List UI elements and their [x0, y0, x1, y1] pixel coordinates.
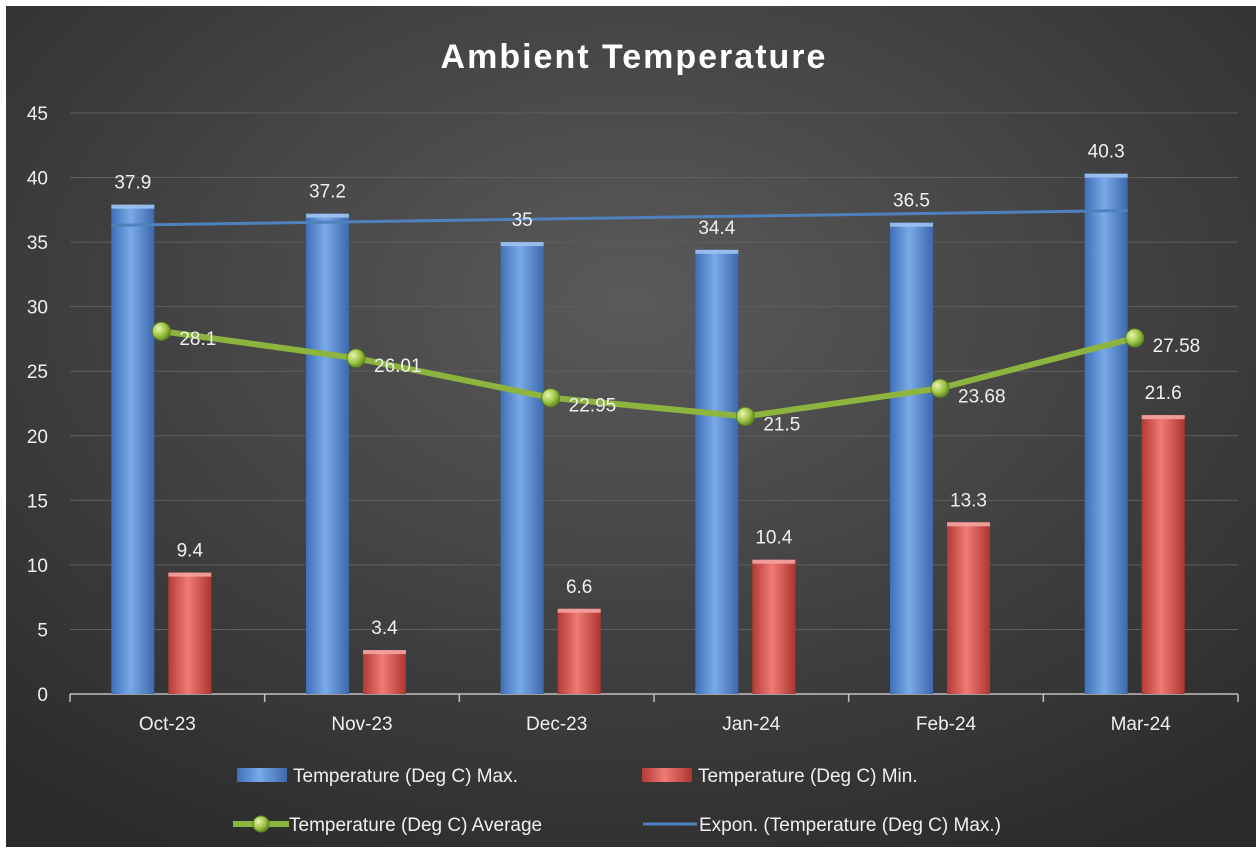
bar-min-cap — [752, 559, 796, 564]
bar-max-label: 40.3 — [1088, 142, 1125, 163]
average-point — [541, 388, 561, 408]
y-tick-label: 15 — [27, 491, 48, 512]
bar-max-cap — [111, 204, 155, 209]
legend-item-average-label: Temperature (Deg C) Average — [289, 815, 542, 836]
legend-item-max: Temperature (Deg C) Max. — [237, 766, 518, 787]
legend-item-min-label: Temperature (Deg C) Min. — [698, 766, 918, 787]
bar-max — [111, 204, 155, 694]
y-tick-label: 45 — [27, 104, 48, 125]
y-tick-label: 20 — [27, 427, 48, 448]
bar-max — [500, 242, 544, 694]
chart-background — [6, 6, 1256, 847]
y-tick-label: 10 — [27, 556, 48, 577]
gridlines — [70, 112, 1238, 630]
legend-item-trendline-label: Expon. (Temperature (Deg C) Max.) — [699, 815, 1001, 836]
axes: 0 5 10 15 20 25 30 35 40 45 Oct-23 Nov-23 Dec-23 Jan-… — [27, 104, 1239, 735]
average-point — [1125, 328, 1145, 348]
trendline — [111, 208, 1128, 227]
average-line-path — [160, 328, 1136, 420]
chart-title: Ambient Temperature — [441, 38, 828, 76]
legend: Temperature (Deg C) Max. Temperature (Deg… — [233, 766, 1001, 836]
x-tick-label: Jan-24 — [722, 714, 781, 735]
average-point — [930, 378, 950, 398]
x-tick-label: Nov-23 — [331, 714, 392, 735]
bar-min-cap — [168, 572, 212, 577]
average-line — [151, 321, 1145, 426]
average-point-label: 28.1 — [179, 329, 216, 350]
bar-max-cap — [695, 249, 739, 254]
x-tick-label: Feb-24 — [916, 714, 977, 735]
legend-item-min-swatch — [642, 768, 692, 782]
bar-max-label: 37.2 — [309, 182, 346, 203]
legend-item-max-label: Temperature (Deg C) Max. — [293, 766, 518, 787]
bar-max-cap — [1084, 173, 1128, 178]
bar-min — [363, 650, 406, 694]
bar-min — [557, 608, 601, 694]
data-labels: 37.9 37.2 35 34.4 36.5 40.3 9.4 3.4 6.6 10.4 13.3 2… — [114, 142, 1200, 639]
average-point-label: 22.95 — [569, 396, 617, 417]
y-tick-label: 35 — [27, 233, 48, 254]
x-tick-label: Mar-24 — [1111, 714, 1172, 735]
bar-min — [752, 559, 796, 694]
bar-max-cap — [890, 222, 933, 227]
average-point-label: 21.5 — [763, 414, 800, 435]
x-tick-label: Dec-23 — [526, 714, 587, 735]
average-point-label: 27.58 — [1153, 336, 1201, 357]
bar-max — [695, 249, 739, 694]
bar-min-label: 10.4 — [755, 528, 792, 549]
bar-min-label: 9.4 — [177, 541, 204, 562]
bar-min-label: 21.6 — [1145, 383, 1182, 404]
y-tick-label: 40 — [27, 169, 48, 190]
bar-max-label: 36.5 — [893, 191, 930, 212]
bar-min-cap — [947, 522, 990, 527]
bar-max — [1084, 173, 1128, 694]
bar-max-cap — [306, 213, 349, 218]
bar-max-label: 37.9 — [114, 173, 151, 194]
legend-item-min: Temperature (Deg C) Min. — [642, 766, 918, 787]
bar-min-label: 3.4 — [371, 618, 398, 639]
bar-min — [947, 522, 990, 694]
bar-max-label: 34.4 — [698, 218, 735, 239]
bar-min-label: 13.3 — [950, 490, 987, 511]
bar-min-cap — [1141, 415, 1185, 420]
trendline-max — [111, 208, 1128, 227]
y-tick-label: 0 — [37, 685, 48, 706]
legend-item-trendline: Expon. (Temperature (Deg C) Max.) — [643, 815, 1001, 836]
average-point — [346, 348, 366, 368]
bar-max-label: 35 — [512, 210, 533, 231]
bar-max — [306, 213, 349, 694]
bar-min-cap — [557, 608, 601, 613]
average-point-label: 26.01 — [374, 356, 422, 377]
y-tick-label: 5 — [37, 620, 48, 641]
average-point-label: 23.68 — [958, 386, 1006, 407]
y-tick-label: 25 — [27, 362, 48, 383]
bar-max-cap — [500, 242, 544, 247]
legend-item-average: Temperature (Deg C) Average — [233, 815, 542, 836]
average-point — [151, 321, 171, 341]
y-tick-label: 30 — [27, 298, 48, 319]
bar-max — [890, 222, 933, 694]
bars — [111, 173, 1185, 694]
bar-min — [168, 572, 212, 694]
x-tick-label: Oct-23 — [139, 714, 196, 735]
legend-item-max-swatch — [237, 768, 287, 782]
legend-item-average-marker — [252, 815, 270, 833]
bar-min-cap — [363, 650, 406, 655]
bar-min — [1141, 415, 1185, 694]
average-point — [735, 406, 755, 426]
bar-min-label: 6.6 — [566, 577, 592, 598]
